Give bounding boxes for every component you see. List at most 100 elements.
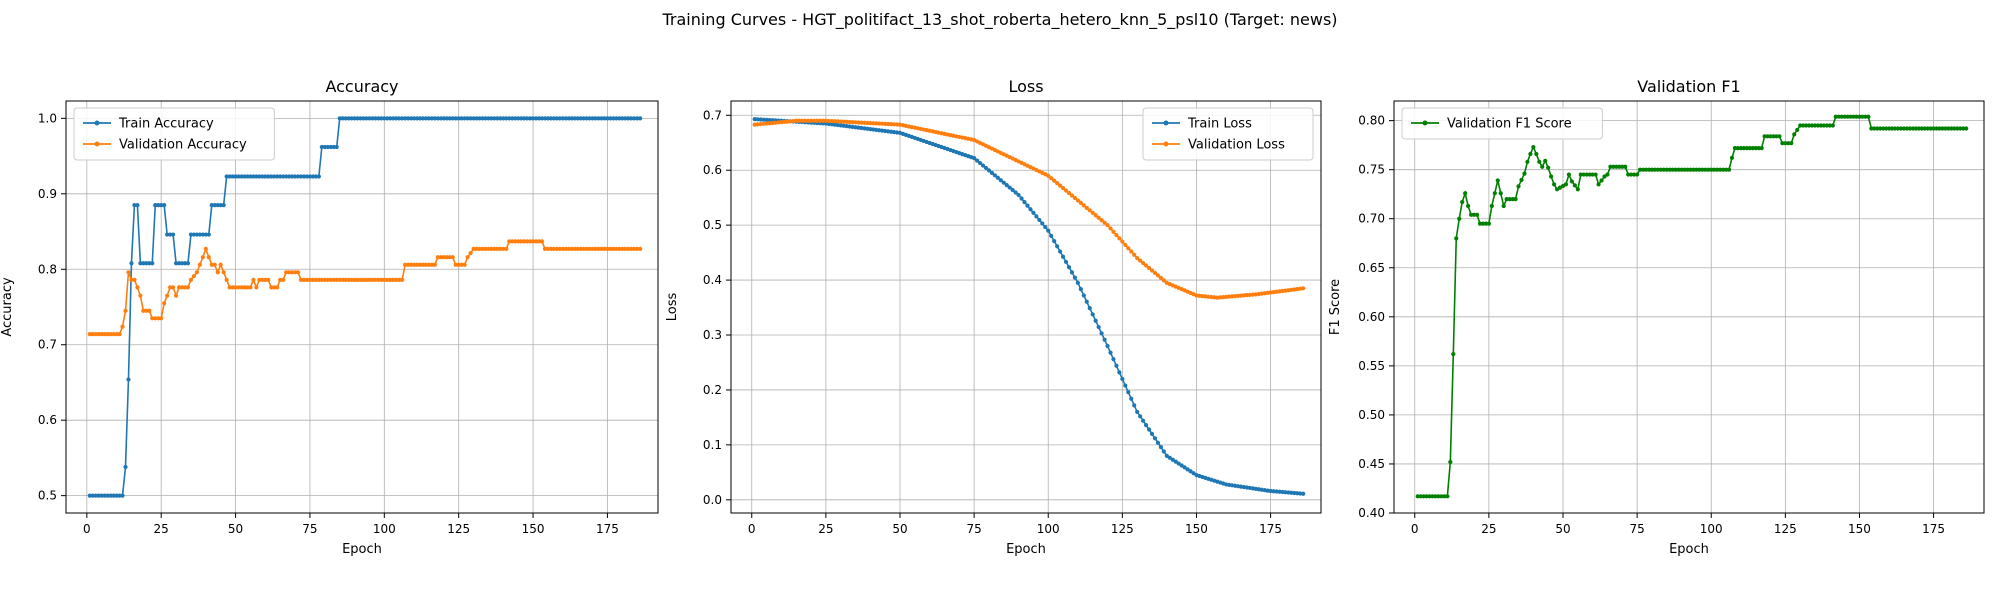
data-point: [492, 246, 497, 251]
data-point: [1866, 114, 1871, 119]
data-point: [1001, 180, 1006, 185]
data-point: [581, 246, 586, 251]
data-point: [542, 246, 548, 251]
data-point: [1149, 431, 1155, 436]
x-tick-label: 150: [522, 522, 545, 536]
data-point: [548, 116, 554, 121]
data-point: [194, 232, 199, 237]
data-point: [590, 246, 595, 251]
data-point: [527, 239, 533, 244]
data-point: [1756, 145, 1761, 151]
x-tick-label: 125: [1111, 522, 1134, 536]
y-tick-label: 0.6: [703, 163, 722, 177]
data-point: [373, 116, 378, 121]
legend-marker: [1163, 141, 1169, 147]
data-point: [325, 144, 330, 150]
data-point: [626, 116, 631, 121]
data-point: [1768, 134, 1773, 139]
data-point: [1126, 246, 1131, 251]
data-point: [1709, 167, 1714, 172]
data-point: [1735, 145, 1741, 151]
data-point: [182, 261, 188, 266]
figure-suptitle: Training Curves - HGT_politifact_13_shot…: [661, 10, 1337, 30]
data-point: [1729, 155, 1735, 160]
data-point: [527, 116, 533, 121]
data-point: [1632, 172, 1637, 177]
data-point: [408, 262, 414, 267]
data-point: [590, 116, 595, 121]
data-point: [1072, 195, 1078, 201]
data-point: [1037, 217, 1042, 223]
data-point: [1801, 123, 1806, 128]
data-point: [397, 277, 402, 282]
data-point: [1019, 196, 1024, 201]
data-point: [1301, 286, 1306, 291]
data-point: [587, 246, 592, 251]
data-point: [569, 246, 574, 251]
data-point: [1043, 224, 1048, 230]
data-point: [233, 174, 238, 179]
data-point: [298, 174, 304, 179]
data-point: [1149, 268, 1155, 273]
data-point: [236, 285, 241, 290]
data-point: [400, 277, 405, 282]
data-point: [444, 116, 449, 121]
data-point: [1087, 306, 1092, 311]
data-point: [281, 174, 286, 179]
data-point: [599, 246, 604, 251]
data-point: [301, 174, 307, 179]
y-tick-label: 0.75: [1358, 163, 1385, 177]
data-point: [1141, 418, 1146, 423]
data-point: [1093, 318, 1098, 323]
data-point: [510, 116, 515, 121]
data-point: [1090, 312, 1095, 317]
data-point: [269, 285, 274, 290]
data-point: [400, 116, 405, 121]
data-point: [200, 232, 205, 237]
data-point: [1774, 134, 1779, 139]
data-point: [245, 174, 250, 179]
data-point: [486, 116, 491, 121]
data-point: [635, 246, 640, 251]
data-point: [260, 174, 265, 179]
data-point: [108, 332, 113, 337]
data-point: [435, 255, 440, 260]
data-point: [191, 273, 197, 279]
data-point: [1937, 126, 1942, 131]
data-point: [826, 118, 831, 124]
data-point: [1596, 182, 1601, 187]
data-point: [972, 156, 977, 161]
data-point: [1771, 134, 1776, 139]
data-point: [1635, 172, 1640, 177]
data-point: [406, 262, 411, 267]
data-point: [516, 116, 521, 121]
data-point: [218, 203, 223, 208]
data-point: [1111, 357, 1116, 362]
data-point: [316, 277, 321, 282]
axes-frame: [730, 100, 1322, 514]
data-point: [596, 246, 601, 251]
data-point: [471, 116, 476, 121]
data-point: [343, 277, 348, 282]
data-point: [242, 285, 247, 290]
data-point: [1433, 494, 1438, 499]
data-point: [307, 174, 313, 179]
data-point: [536, 116, 542, 121]
data-point: [1907, 126, 1912, 131]
data-point: [331, 144, 336, 150]
data-point: [292, 270, 298, 275]
data-point: [417, 262, 423, 267]
data-point: [272, 174, 277, 179]
legend-box: [1142, 107, 1314, 161]
data-point: [572, 246, 577, 251]
data-point: [474, 246, 479, 251]
data-point: [227, 285, 232, 290]
data-point: [162, 203, 167, 208]
data-point: [501, 246, 506, 251]
data-point: [548, 246, 554, 251]
data-point: [388, 277, 393, 282]
data-point: [453, 116, 458, 121]
data-point: [123, 308, 128, 313]
data-point: [200, 255, 205, 260]
data-point: [1084, 205, 1089, 210]
